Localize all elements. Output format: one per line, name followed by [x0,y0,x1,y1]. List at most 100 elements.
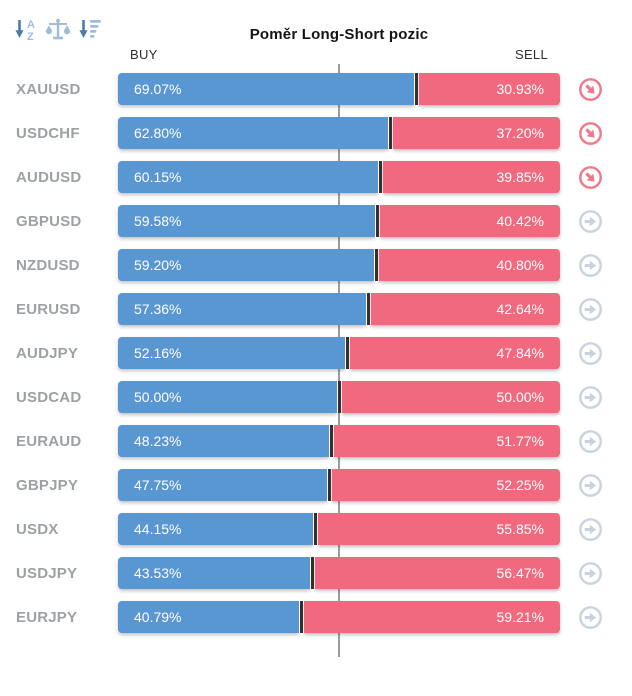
bar-divider [336,381,342,413]
sort-amount-icon[interactable] [76,16,104,44]
sell-bar-segment: 47.84% [350,337,560,369]
arrow-right-circle-icon[interactable] [578,209,603,234]
trend-down-circle-icon[interactable] [578,121,603,146]
arrow-right-circle-icon[interactable] [578,297,603,322]
sell-bar-segment: 30.93% [418,73,560,105]
chart-rows: XAUUSD 69.07% 30.93% USDCHF 62.80% 37 [0,73,632,633]
buy-bar-segment: 59.20% [118,249,374,281]
symbol-label: USDCAD [16,388,82,406]
buy-value: 44.15% [134,521,182,537]
sell-bar-segment: 56.47% [315,557,560,589]
buy-value: 69.07% [134,81,182,97]
symbol-label: XAUUSD [16,80,81,98]
table-row: USDCHF 62.80% 37.20% [0,117,632,149]
arrow-right-circle-icon[interactable] [578,605,603,630]
symbol-label: AUDJPY [16,344,79,362]
sort-toolbar: A Z [12,16,104,44]
buy-value: 47.75% [134,477,182,493]
sell-value: 55.85% [496,521,544,537]
trend-down-circle-icon[interactable] [578,165,603,190]
buy-bar-segment: 40.79% [118,601,300,633]
buy-value: 59.20% [134,257,182,273]
sell-bar-segment: 37.20% [393,117,560,149]
symbol-label: EURAUD [16,432,82,450]
ratio-bar: 43.53% 56.47% [118,557,560,589]
bar-divider [310,557,316,589]
sell-bar-segment: 40.42% [380,205,560,237]
buy-bar-segment: 57.36% [118,293,367,325]
sell-value: 59.21% [496,609,544,625]
ratio-bar: 59.58% 40.42% [118,205,560,237]
ratio-chart: XAUUSD 69.07% 30.93% USDCHF 62.80% 37 [0,64,632,657]
sell-bar-segment: 59.21% [304,601,560,633]
table-row: EURJPY 40.79% 59.21% [0,601,632,633]
table-row: AUDUSD 60.15% 39.85% [0,161,632,193]
buy-bar-segment: 62.80% [118,117,389,149]
arrow-right-circle-icon[interactable] [578,473,603,498]
bar-divider [373,249,379,281]
scales-icon[interactable] [44,16,72,44]
bar-divider [312,513,318,545]
bar-divider [345,337,351,369]
bar-divider [375,205,381,237]
buy-bar-segment: 60.15% [118,161,378,193]
sell-axis-label: SELL [514,47,548,62]
symbol-label: EURJPY [16,608,78,626]
table-row: USDX 44.15% 55.85% [0,513,632,545]
arrow-right-circle-icon[interactable] [578,517,603,542]
bar-divider [329,425,335,457]
sell-bar-segment: 42.64% [371,293,560,325]
table-row: USDJPY 43.53% 56.47% [0,557,632,589]
bar-divider [388,117,394,149]
buy-value: 52.16% [134,345,182,361]
arrow-right-circle-icon[interactable] [578,561,603,586]
sell-value: 47.84% [496,345,544,361]
page-title: Poměr Long-Short pozic [249,26,429,43]
buy-value: 59.58% [134,213,182,229]
bar-divider [299,601,305,633]
sell-value: 52.25% [496,477,544,493]
bar-divider [377,161,383,193]
buy-bar-segment: 50.00% [118,381,337,413]
arrow-right-circle-icon[interactable] [578,253,603,278]
sell-value: 40.42% [496,213,544,229]
sell-value: 37.20% [496,125,544,141]
buy-bar-segment: 69.07% [118,73,414,105]
sell-value: 50.00% [496,389,544,405]
buy-bar-segment: 52.16% [118,337,346,369]
sell-bar-segment: 40.80% [378,249,560,281]
buy-bar-segment: 47.75% [118,469,328,501]
arrow-right-circle-icon[interactable] [578,429,603,454]
symbol-label: AUDUSD [16,168,82,186]
arrow-right-circle-icon[interactable] [578,385,603,410]
ratio-bar: 62.80% 37.20% [118,117,560,149]
ratio-bar: 57.36% 42.64% [118,293,560,325]
buy-bar-segment: 43.53% [118,557,311,589]
symbol-label: GBPJPY [16,476,79,494]
sell-value: 30.93% [496,81,544,97]
buy-bar-segment: 59.58% [118,205,376,237]
sort-alphabetical-icon[interactable]: A Z [12,16,40,44]
buy-value: 57.36% [134,301,182,317]
buy-bar-segment: 44.15% [118,513,313,545]
table-row: GBPJPY 47.75% 52.25% [0,469,632,501]
sell-value: 39.85% [496,169,544,185]
buy-value: 50.00% [134,389,182,405]
ratio-bar: 48.23% 51.77% [118,425,560,457]
ratio-bar: 40.79% 59.21% [118,601,560,633]
sell-bar-segment: 50.00% [341,381,560,413]
arrow-right-circle-icon[interactable] [578,341,603,366]
buy-value: 60.15% [134,169,182,185]
table-row: EURUSD 57.36% 42.64% [0,293,632,325]
buy-value: 43.53% [134,565,182,581]
ratio-bar: 60.15% 39.85% [118,161,560,193]
symbol-label: USDCHF [16,124,80,142]
sell-bar-segment: 39.85% [382,161,560,193]
sell-bar-segment: 52.25% [332,469,560,501]
buy-axis-label: BUY [130,47,158,62]
table-row: USDCAD 50.00% 50.00% [0,381,632,413]
table-row: AUDJPY 52.16% 47.84% [0,337,632,369]
symbol-label: USDJPY [16,564,78,582]
trend-down-circle-icon[interactable] [578,77,603,102]
